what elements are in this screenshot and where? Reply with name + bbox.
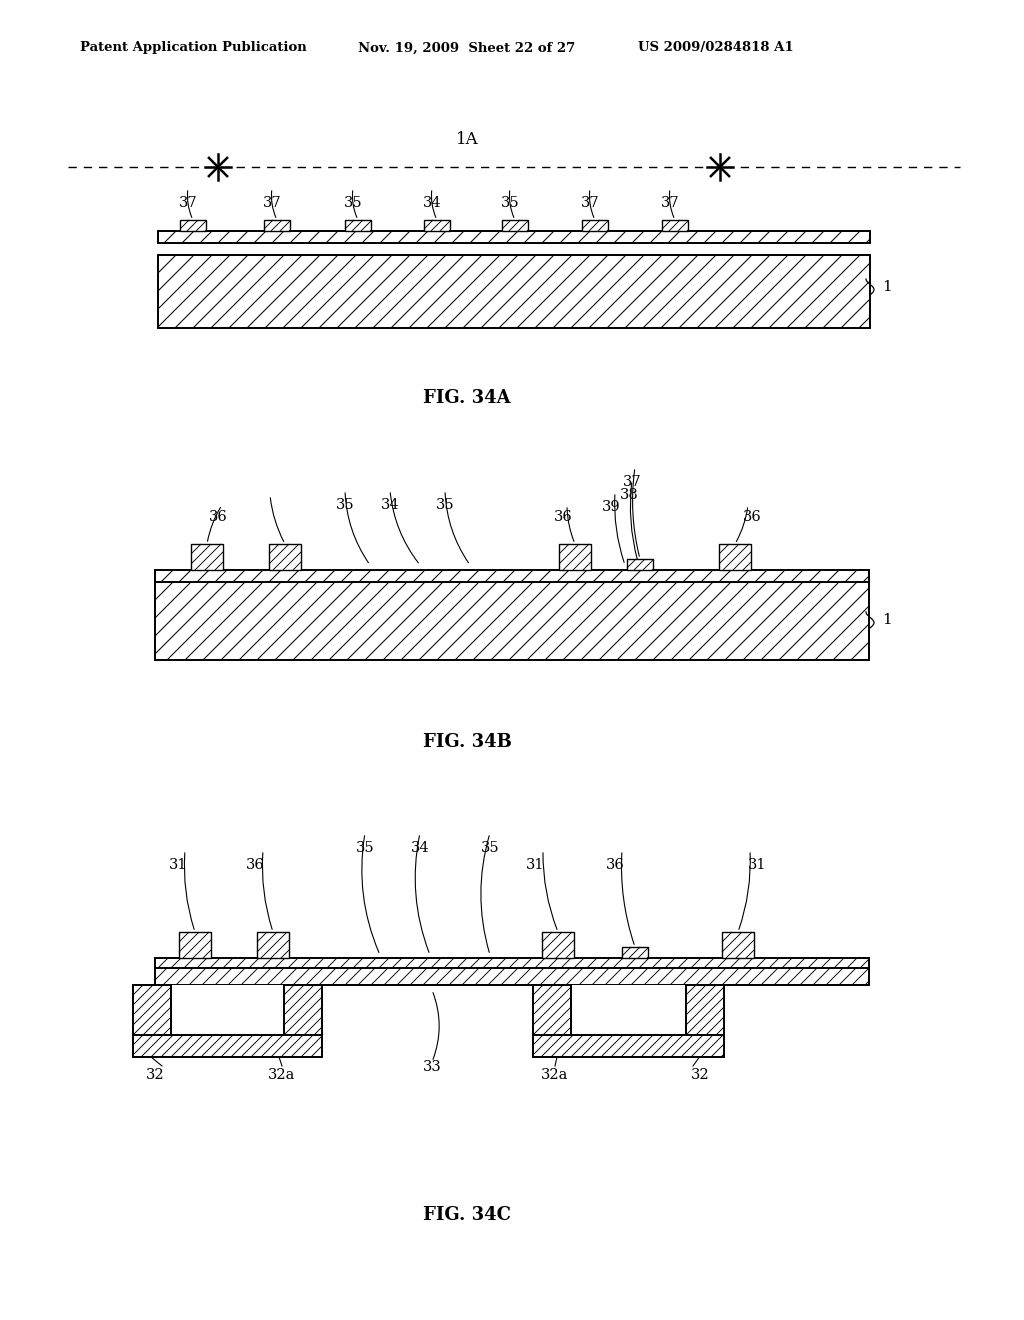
Bar [571,985,686,1035]
Bar [155,968,869,985]
Bar [542,932,574,958]
Text: 34: 34 [381,498,399,512]
Text: 32a: 32a [268,1068,296,1082]
Text: 35: 35 [501,195,519,210]
Text: 1: 1 [882,280,892,294]
Text: 36: 36 [605,858,625,873]
Text: 1: 1 [882,612,892,627]
Text: 34: 34 [411,841,429,855]
Text: 35: 35 [336,498,354,512]
Bar [264,220,290,231]
Text: 36: 36 [554,510,572,524]
Text: 38: 38 [620,488,638,502]
Text: 32: 32 [145,1068,164,1082]
Text: 37: 37 [660,195,679,210]
Bar [191,544,223,570]
Text: 32: 32 [690,1068,710,1082]
Text: 35: 35 [435,498,455,512]
Text: Nov. 19, 2009  Sheet 22 of 27: Nov. 19, 2009 Sheet 22 of 27 [358,41,575,54]
Text: 34: 34 [423,195,441,210]
Bar [627,558,653,570]
Text: FIG. 34A: FIG. 34A [423,389,511,407]
Text: FIG. 34C: FIG. 34C [423,1206,511,1224]
Text: 37: 37 [178,195,198,210]
Bar [133,1035,322,1057]
Text: 35: 35 [344,195,362,210]
Text: Patent Application Publication: Patent Application Publication [80,41,307,54]
Bar [719,544,751,570]
Bar [284,985,322,1035]
Bar [662,220,688,231]
Text: 39: 39 [602,500,621,513]
Text: 31: 31 [169,858,187,873]
Bar [179,932,211,958]
Text: 37: 37 [263,195,282,210]
Text: US 2009/0284818 A1: US 2009/0284818 A1 [638,41,794,54]
Bar [158,255,870,327]
Bar [133,985,171,1035]
Bar [686,985,724,1035]
Text: 37: 37 [623,475,641,488]
Bar [722,932,754,958]
Bar [534,1035,724,1057]
Bar [534,985,571,1035]
Bar [155,958,869,968]
Bar [424,220,450,231]
Text: 35: 35 [480,841,500,855]
Bar [257,932,289,958]
Text: FIG. 34B: FIG. 34B [423,733,511,751]
Text: 36: 36 [209,510,227,524]
Bar [180,220,206,231]
Bar [622,946,648,958]
Bar [171,985,284,1035]
Bar [502,220,528,231]
Bar [269,544,301,570]
Text: 36: 36 [246,858,264,873]
Bar [155,582,869,660]
Bar [559,544,591,570]
Text: 36: 36 [742,510,762,524]
Text: 35: 35 [355,841,375,855]
Text: 31: 31 [525,858,544,873]
Text: 1A: 1A [456,132,478,149]
Bar [345,220,371,231]
Bar [158,231,870,243]
Text: 37: 37 [581,195,599,210]
Text: 32a: 32a [542,1068,568,1082]
Text: 33: 33 [423,1060,441,1074]
Bar [155,570,869,582]
Text: 31: 31 [748,858,766,873]
Bar [582,220,608,231]
